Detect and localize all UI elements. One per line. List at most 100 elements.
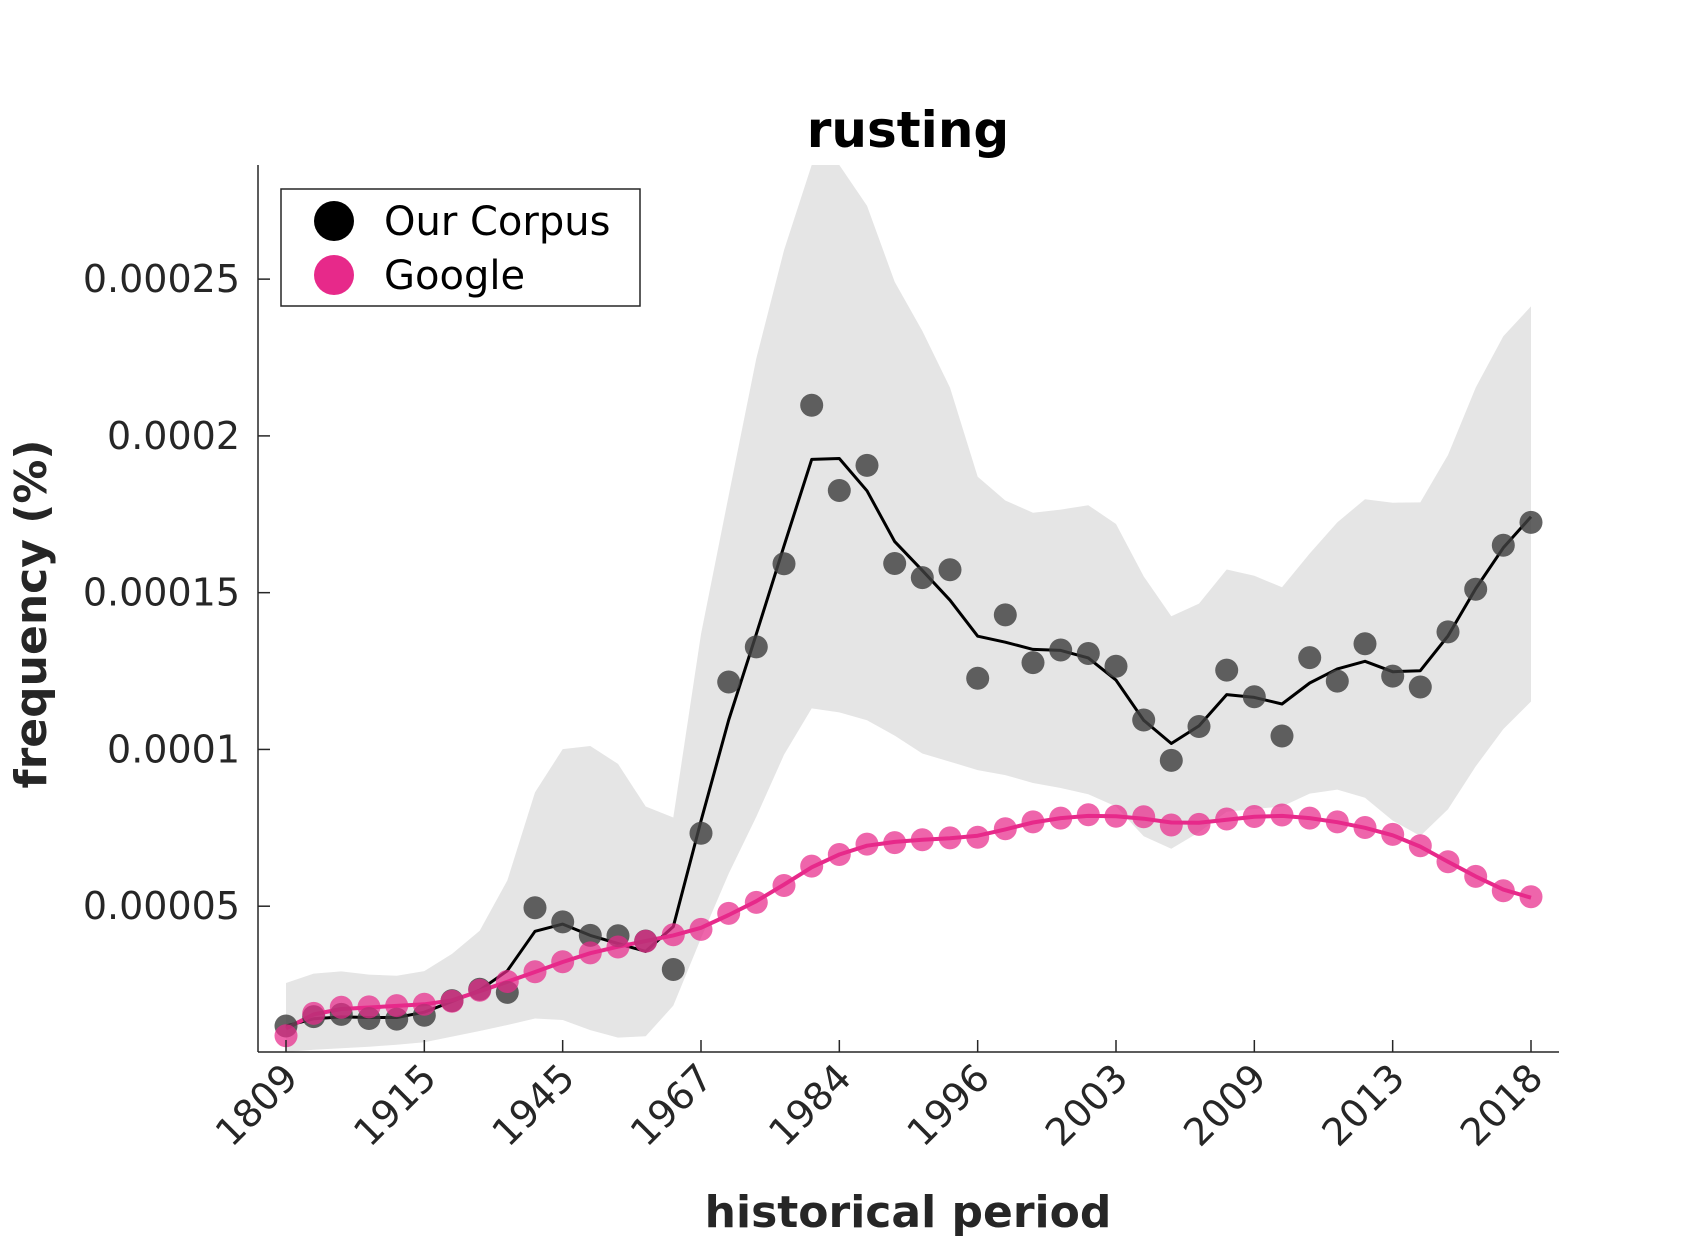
y-tick-label: 0.00005 xyxy=(83,884,240,928)
data-point-google xyxy=(1408,834,1432,858)
data-point-google xyxy=(274,1024,298,1048)
data-point-google xyxy=(1491,879,1515,903)
data-point-google xyxy=(1187,812,1211,836)
data-point-google xyxy=(385,994,409,1018)
data-point-our-corpus xyxy=(717,670,741,694)
data-point-our-corpus xyxy=(661,958,685,981)
data-point-google xyxy=(938,826,962,850)
data-point-google xyxy=(1242,805,1266,828)
data-point-google xyxy=(744,890,768,914)
data-point-our-corpus xyxy=(1325,669,1349,693)
data-point-google xyxy=(412,992,436,1016)
legend-label-google: Google xyxy=(384,253,525,299)
x-axis-title: historical period xyxy=(705,1187,1112,1238)
data-point-google xyxy=(855,832,879,856)
data-point-our-corpus xyxy=(1076,642,1100,665)
data-point-our-corpus xyxy=(910,566,934,590)
data-point-our-corpus xyxy=(855,453,879,477)
data-point-our-corpus xyxy=(1491,533,1515,557)
data-point-google xyxy=(357,995,381,1019)
data-point-google xyxy=(1104,804,1128,828)
data-point-our-corpus xyxy=(1298,646,1322,670)
x-tick-label: 2003 xyxy=(1037,1055,1137,1155)
data-point-google xyxy=(772,874,796,897)
x-ticks: 1809 1915 1945 1967 1984 1996 2003 2009 2013 2018 xyxy=(207,1040,1552,1155)
y-axis-title: frequency (%) xyxy=(6,439,57,788)
x-tick-label: 1809 xyxy=(207,1055,307,1155)
data-point-our-corpus xyxy=(1187,715,1211,738)
data-point-google xyxy=(1132,805,1156,829)
data-point-our-corpus xyxy=(578,923,602,947)
data-point-google xyxy=(634,929,658,953)
series-lines-layer xyxy=(285,457,1533,1031)
data-point-our-corpus xyxy=(523,896,547,920)
data-point-our-corpus xyxy=(1104,654,1128,678)
data-point-google xyxy=(1325,810,1349,834)
data-point-our-corpus xyxy=(689,821,713,845)
x-tick-label: 2009 xyxy=(1175,1055,1275,1155)
confidence-band-layer xyxy=(286,165,1531,1052)
data-point-our-corpus xyxy=(1381,664,1405,688)
y-tick-label: 0.0001 xyxy=(107,727,240,771)
data-point-google xyxy=(551,950,575,974)
data-point-google xyxy=(1381,822,1405,846)
x-tick-label: 2013 xyxy=(1314,1055,1414,1155)
data-point-our-corpus xyxy=(1215,658,1239,682)
data-point-google xyxy=(495,970,519,993)
data-point-google xyxy=(1436,850,1460,874)
data-point-google xyxy=(523,960,547,984)
data-point-our-corpus xyxy=(938,558,962,582)
data-point-google xyxy=(1049,806,1073,830)
legend-marker-google xyxy=(314,255,354,295)
legend-marker-our-corpus xyxy=(314,201,354,241)
x-tick-label: 1915 xyxy=(345,1055,445,1155)
data-point-our-corpus xyxy=(1270,724,1294,748)
x-tick-label: 2018 xyxy=(1452,1055,1552,1155)
chart-title: rusting xyxy=(807,101,1009,159)
series-line-google xyxy=(285,813,1532,1031)
confidence-band-our-corpus xyxy=(286,165,1531,1052)
data-point-our-corpus xyxy=(1436,620,1460,644)
y-ticks: 0.00005 0.0001 0.00015 0.0002 0.00025 xyxy=(83,257,270,928)
data-point-google xyxy=(883,831,907,855)
data-point-google xyxy=(993,817,1017,841)
data-point-google xyxy=(468,978,492,1002)
data-point-our-corpus xyxy=(744,635,768,659)
y-tick-label: 0.00025 xyxy=(83,257,240,301)
data-point-google xyxy=(302,1001,326,1025)
data-point-google xyxy=(689,917,713,941)
data-point-google xyxy=(1215,807,1239,831)
data-point-our-corpus xyxy=(827,479,851,502)
data-point-google xyxy=(966,825,990,849)
data-point-our-corpus xyxy=(1519,510,1543,534)
data-point-our-corpus xyxy=(1159,748,1183,772)
data-point-our-corpus xyxy=(1353,632,1377,656)
x-tick-label: 1996 xyxy=(899,1055,999,1155)
x-tick-label: 1967 xyxy=(622,1055,722,1155)
data-point-our-corpus xyxy=(1132,708,1156,732)
data-point-our-corpus xyxy=(993,603,1017,627)
x-tick-label: 1945 xyxy=(484,1055,584,1155)
legend: Our Corpus Google xyxy=(280,188,641,307)
data-point-google xyxy=(827,843,851,866)
data-point-our-corpus xyxy=(772,552,796,576)
x-tick-label: 1984 xyxy=(760,1055,860,1155)
data-point-google xyxy=(440,989,464,1013)
data-point-google xyxy=(910,828,934,852)
data-point-google xyxy=(1159,813,1183,837)
data-point-google xyxy=(1076,803,1100,827)
data-point-our-corpus xyxy=(1242,685,1266,709)
y-tick-label: 0.00015 xyxy=(83,571,240,615)
data-point-google xyxy=(1464,864,1488,888)
data-point-our-corpus xyxy=(883,552,907,575)
data-point-google xyxy=(1353,816,1377,839)
data-point-google xyxy=(606,935,630,959)
data-point-google xyxy=(1021,810,1045,834)
series-line-our-corpus xyxy=(285,457,1533,1028)
data-point-google xyxy=(717,901,741,925)
data-point-google xyxy=(578,941,602,965)
data-point-google xyxy=(661,923,685,947)
data-point-our-corpus xyxy=(551,910,575,934)
data-point-our-corpus xyxy=(1408,675,1432,699)
